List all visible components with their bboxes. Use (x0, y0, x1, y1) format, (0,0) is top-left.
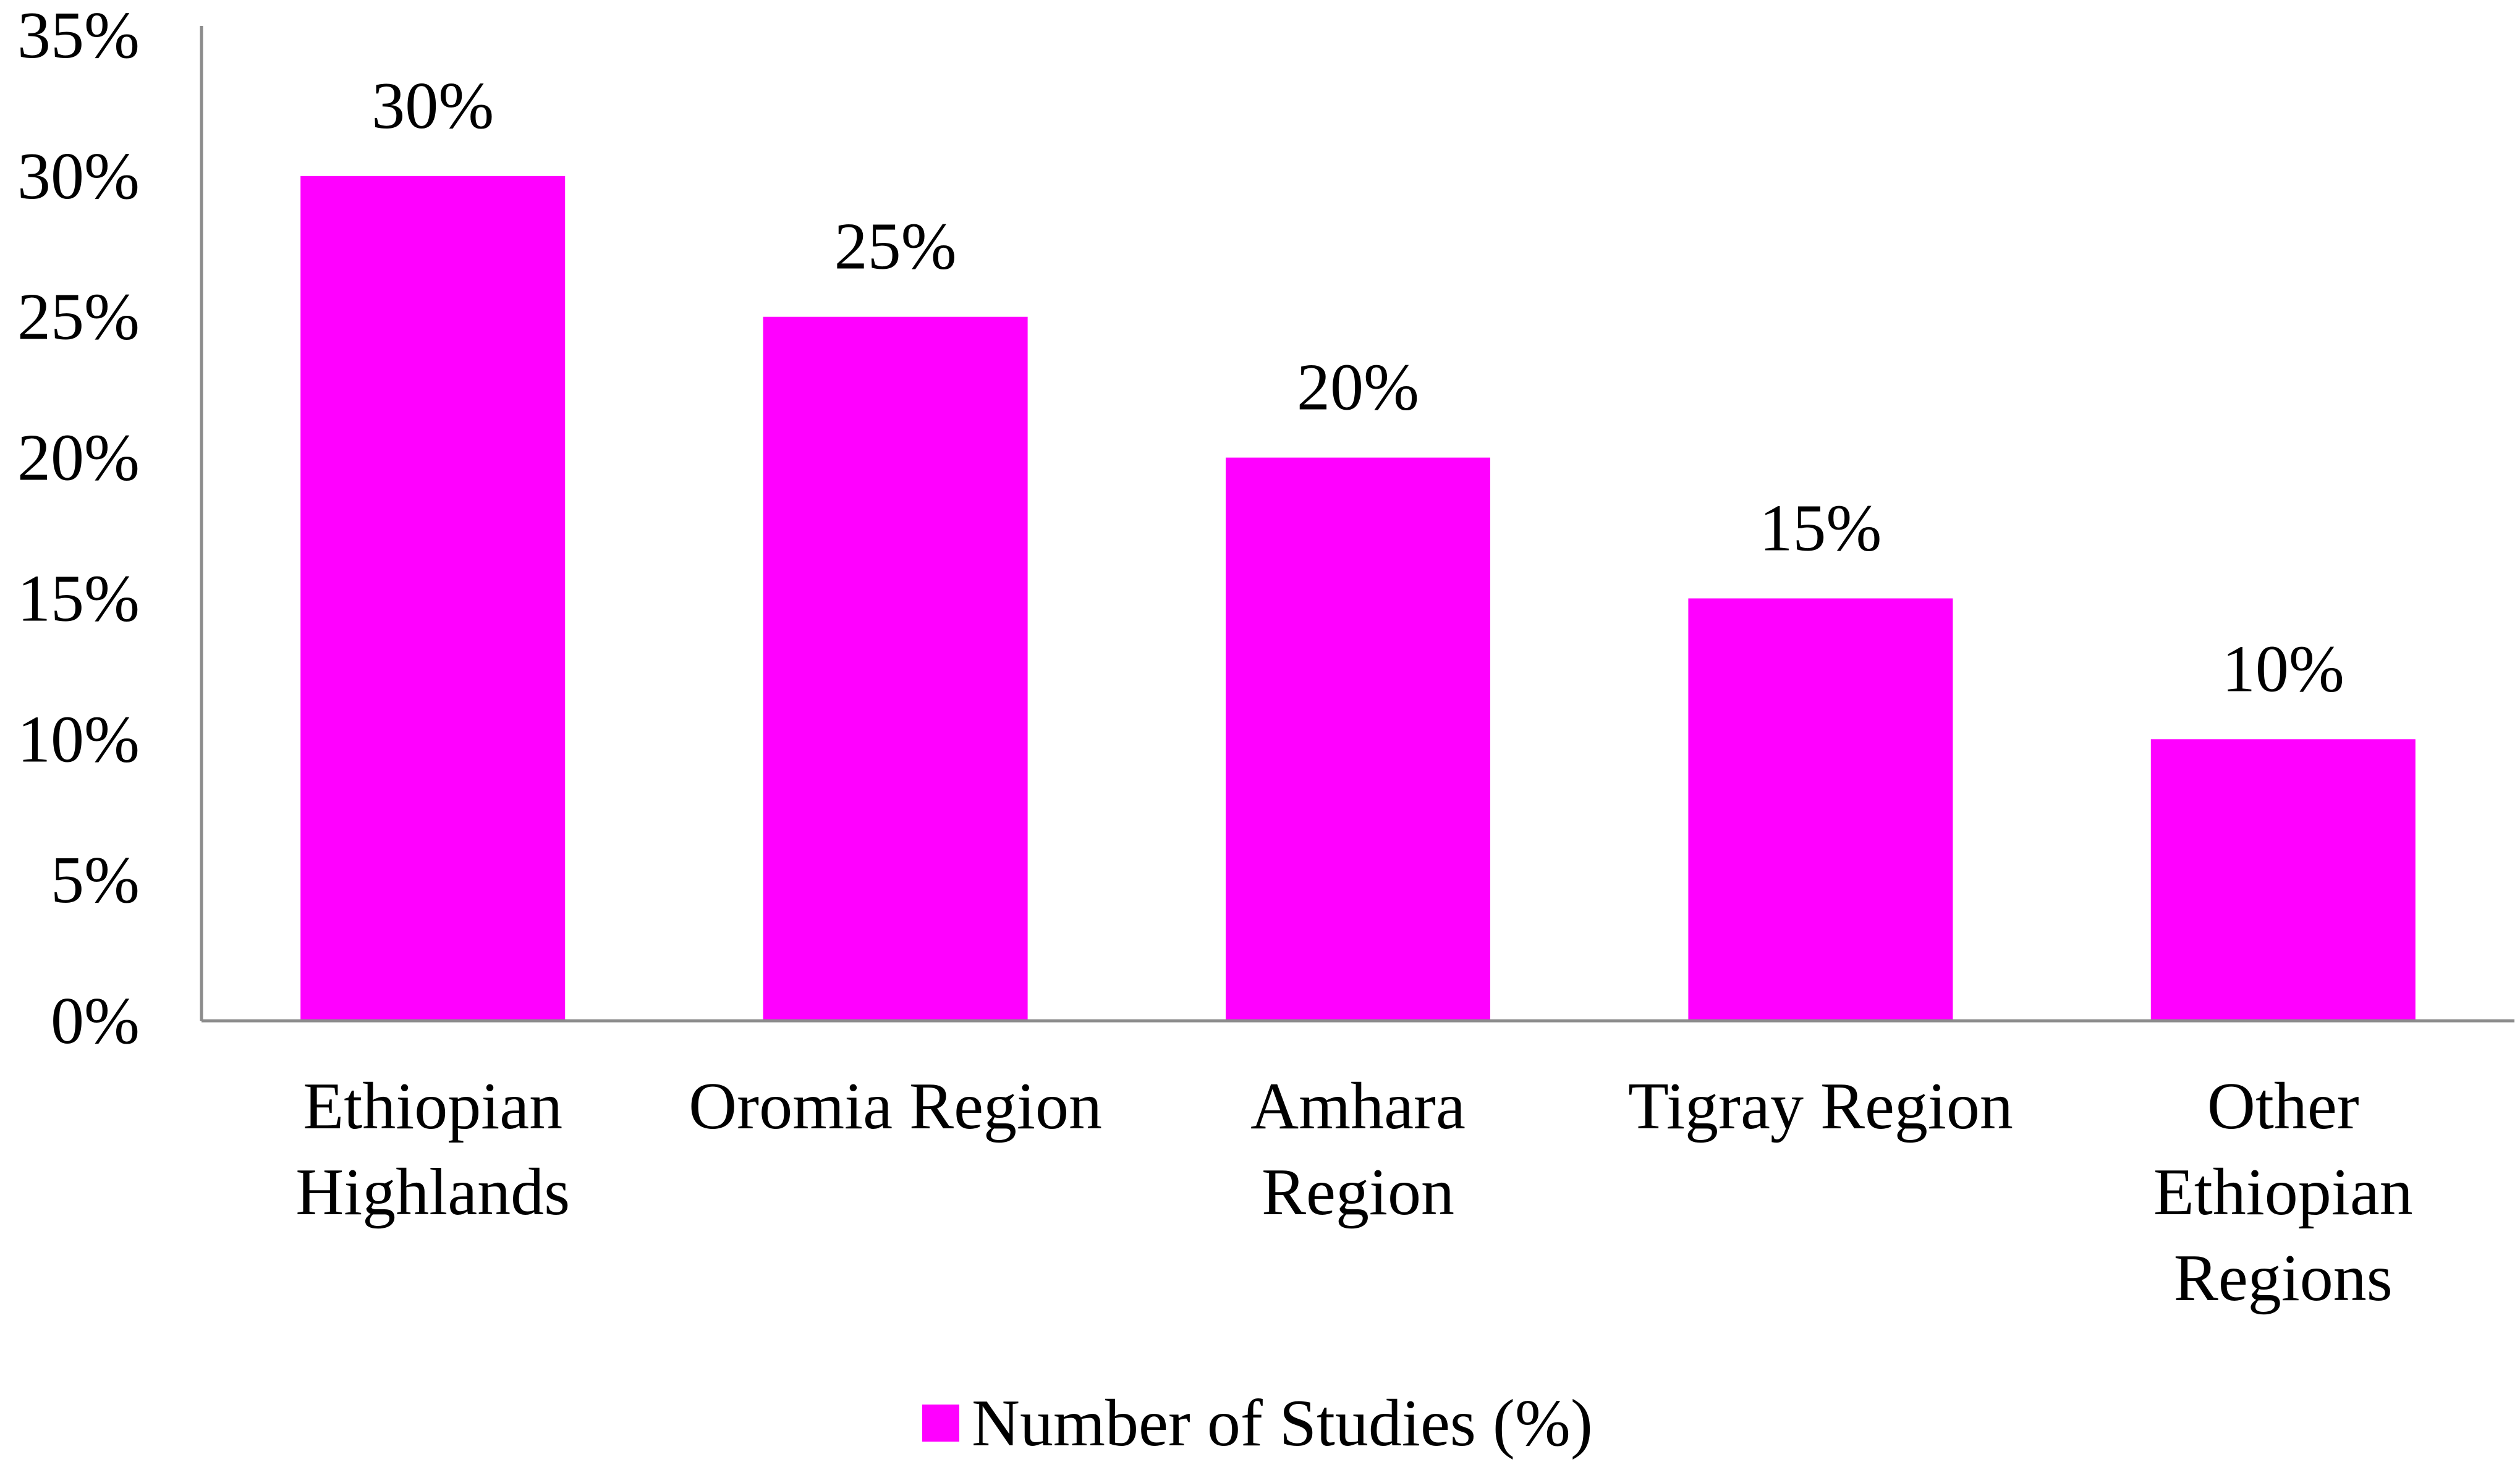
x-tick-label: Amhara (1250, 1070, 1466, 1143)
y-tick-label: 35% (17, 0, 140, 72)
y-axis-tick-labels: 0% 5% 10% 15% 20% 25% 30% 35% (17, 0, 140, 1058)
y-tick-label: 0% (51, 984, 140, 1058)
bar (1688, 598, 1953, 1021)
data-label: 15% (1759, 491, 1882, 565)
data-label: 10% (2222, 632, 2344, 706)
x-tick-label: Ethiopian (2153, 1156, 2413, 1229)
axes (200, 26, 2514, 1023)
data-label: 20% (1297, 351, 1419, 425)
x-tick-label: Ethiopian (303, 1070, 562, 1143)
y-tick-label: 20% (17, 421, 140, 495)
bar (1226, 457, 1490, 1021)
bars (300, 175, 2416, 1021)
bar (763, 316, 1028, 1021)
x-tick-label: Tigray Region (1628, 1070, 2013, 1143)
legend: Number of Studies (%) (922, 1387, 1593, 1460)
x-tick-label: Highlands (295, 1156, 570, 1229)
bar (300, 175, 566, 1021)
data-labels: 30% 25% 20% 15% 10% (371, 69, 2344, 706)
x-tick-label: Oromia Region (689, 1070, 1102, 1143)
data-label: 30% (371, 69, 494, 143)
x-tick-label: Region (1262, 1156, 1454, 1229)
y-tick-label: 25% (17, 281, 140, 354)
y-tick-label: 10% (17, 703, 140, 776)
bar (2150, 739, 2416, 1021)
x-axis-category-labels: Ethiopian Highlands Oromia Region Amhara Reg… (295, 1070, 2413, 1315)
x-tick-label: Regions (2174, 1241, 2393, 1315)
data-label: 25% (834, 210, 957, 284)
y-tick-label: 5% (51, 843, 140, 917)
x-tick-label: Other (2207, 1070, 2359, 1143)
legend-label: Number of Studies (%) (972, 1387, 1593, 1460)
y-tick-label: 30% (17, 140, 140, 213)
legend-swatch (922, 1405, 959, 1442)
y-tick-label: 15% (17, 562, 140, 635)
